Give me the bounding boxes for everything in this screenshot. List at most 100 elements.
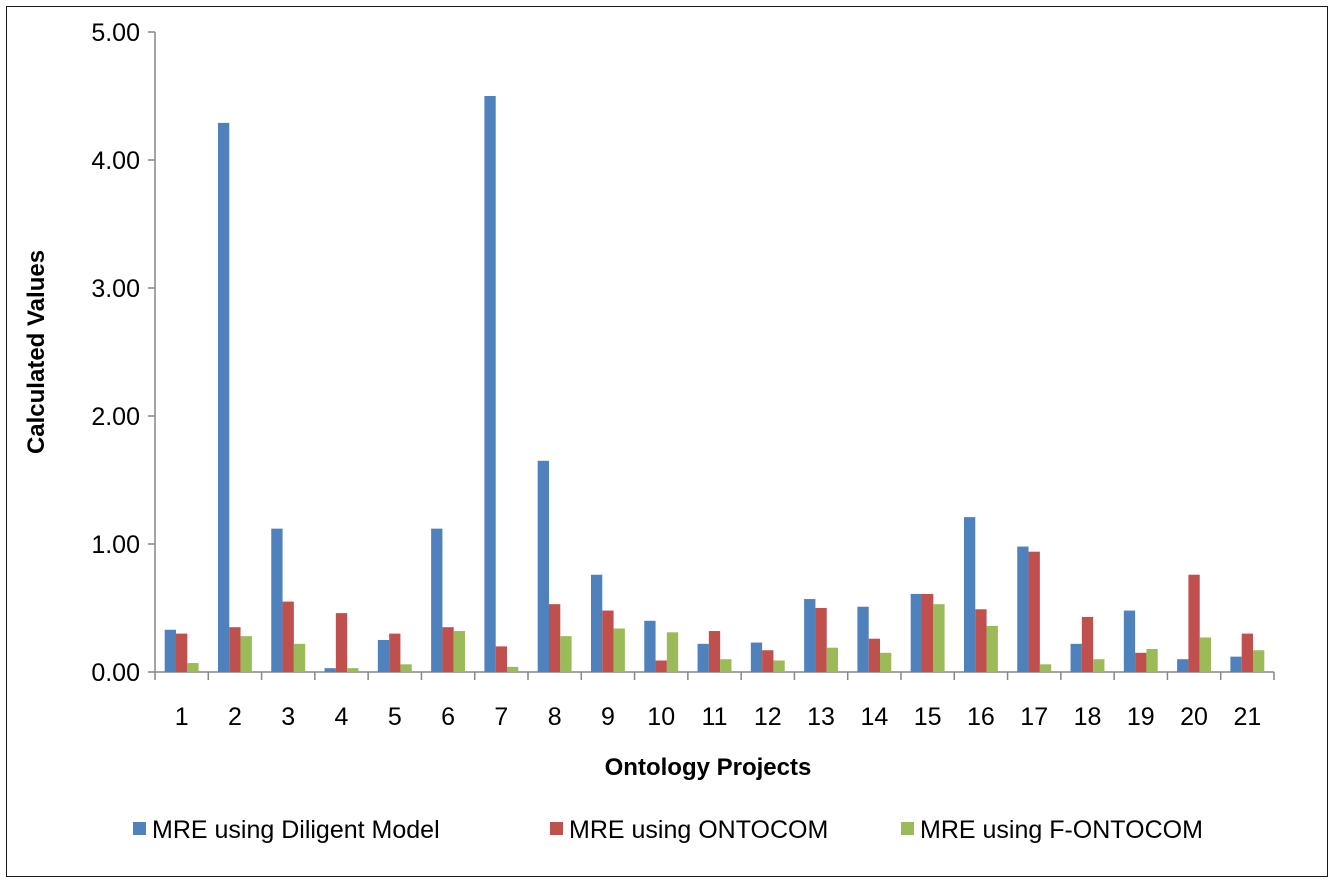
bar-series-2-project-13 <box>815 608 827 672</box>
chart-frame <box>6 6 1328 877</box>
bar-series-2-project-7 <box>495 646 508 672</box>
y-tick-label: 5.00 <box>91 19 140 47</box>
bar-series-2-project-5 <box>389 633 401 672</box>
bar-series-1-project-15 <box>910 593 922 672</box>
x-tick-label: 14 <box>860 703 888 731</box>
bar-series-2-project-3 <box>282 601 294 672</box>
legend-item-1: MRE using Diligent Model <box>133 816 440 844</box>
bar-series-2-project-19 <box>1135 652 1147 672</box>
bar-series-2-project-21 <box>1241 633 1254 672</box>
bar-series-1-project-16 <box>963 517 976 672</box>
bar-series-1-project-21 <box>1230 656 1242 672</box>
y-tick-label: 0.00 <box>91 659 140 687</box>
legend: MRE using Diligent Model MRE using ONTOCO… <box>133 816 1203 844</box>
x-axis: 1 2 3 4 5 6 7 8 9 10 11 12 13 14 15 16 17 18 19 20 21 <box>154 671 1275 731</box>
legend-label: MRE using F-ONTOCOM <box>920 816 1203 844</box>
legend-swatch <box>901 822 914 835</box>
bar-series-2-project-8 <box>548 604 561 672</box>
bar-series-2-project-11 <box>708 631 721 672</box>
x-tick-label: 3 <box>281 703 295 731</box>
x-tick-label: 9 <box>601 703 615 731</box>
bar-series-3-project-20 <box>1199 637 1212 672</box>
y-tick-label: 3.00 <box>91 275 140 303</box>
series-3-bars <box>187 604 1265 672</box>
x-tick-label: 16 <box>967 703 995 731</box>
bar-series-3-project-1 <box>187 663 199 672</box>
bar-series-1-project-8 <box>537 460 549 672</box>
bar-series-2-project-12 <box>762 650 774 672</box>
bar-series-3-project-8 <box>560 636 572 672</box>
bar-series-3-project-5 <box>400 664 412 672</box>
x-tick-label: 19 <box>1127 703 1155 731</box>
bar-series-3-project-11 <box>720 659 732 672</box>
x-tick-label: 6 <box>441 703 455 731</box>
y-axis-title: Calculated Values <box>23 250 50 454</box>
x-tick-label: 21 <box>1233 703 1261 731</box>
bar-series-1-project-17 <box>1017 546 1029 672</box>
bar-series-2-project-2 <box>229 627 241 672</box>
bar-series-3-project-7 <box>507 666 519 672</box>
bar-series-1-project-13 <box>804 599 816 672</box>
bar-series-2-project-1 <box>175 633 188 672</box>
bar-series-1-project-1 <box>164 629 176 672</box>
bar-series-2-project-9 <box>602 610 614 672</box>
bar-series-3-project-4 <box>347 668 359 672</box>
bar-series-2-project-18 <box>1081 616 1094 672</box>
bar-series-1-project-20 <box>1177 659 1189 672</box>
x-tick-label: 17 <box>1020 703 1048 731</box>
x-tick-label: 7 <box>494 703 508 731</box>
y-tick-label: 1.00 <box>91 531 140 559</box>
x-tick-label: 20 <box>1180 703 1208 731</box>
bar-series-1-project-5 <box>377 640 390 672</box>
bar-series-3-project-21 <box>1253 650 1265 672</box>
bar-series-1-project-6 <box>431 528 443 672</box>
legend-label: MRE using ONTOCOM <box>569 816 828 844</box>
bar-series-3-project-10 <box>666 632 679 672</box>
bar-series-2-project-4 <box>335 613 348 672</box>
bar-series-3-project-6 <box>453 631 466 672</box>
bar-series-3-project-9 <box>613 628 625 672</box>
x-tick-label: 10 <box>647 703 675 731</box>
y-axis: 0.00 1.00 2.00 3.00 4.00 5.00 <box>91 19 156 687</box>
bar-series-3-project-14 <box>880 652 892 672</box>
x-tick-label: 8 <box>548 703 562 731</box>
y-tick-label: 4.00 <box>91 147 140 175</box>
bar-series-2-project-15 <box>921 593 934 672</box>
legend-swatch <box>133 822 146 835</box>
bar-series-2-project-6 <box>442 627 454 672</box>
bar-series-2-project-17 <box>1028 551 1040 672</box>
series-1-bars <box>164 96 1242 672</box>
bar-series-3-project-13 <box>826 647 839 672</box>
bar-series-2-project-16 <box>975 609 987 672</box>
series-2-bars <box>175 551 1254 672</box>
bar-series-3-project-17 <box>1039 664 1052 672</box>
bar-series-2-project-10 <box>655 660 667 672</box>
bar-series-3-project-19 <box>1146 648 1158 672</box>
bar-series-1-project-18 <box>1070 643 1082 672</box>
legend-item-3: MRE using F-ONTOCOM <box>901 816 1203 844</box>
x-tick-label: 15 <box>914 703 942 731</box>
bar-series-3-project-12 <box>773 660 785 672</box>
bar-series-1-project-2 <box>217 122 230 672</box>
bar-series-1-project-3 <box>271 528 283 672</box>
x-tick-label: 13 <box>807 703 835 731</box>
x-tick-label: 12 <box>754 703 782 731</box>
bar-series-2-project-20 <box>1188 574 1200 672</box>
legend-item-2: MRE using ONTOCOM <box>550 816 828 844</box>
x-tick-label: 11 <box>702 703 728 731</box>
bar-series-3-project-2 <box>240 636 252 672</box>
x-tick-label: 5 <box>388 703 402 731</box>
bars-group <box>164 96 1265 672</box>
x-tick-label: 4 <box>335 703 349 731</box>
bar-series-3-project-18 <box>1093 659 1105 672</box>
x-axis-title: Ontology Projects <box>605 754 812 781</box>
bar-series-3-project-15 <box>933 604 945 672</box>
bar-series-1-project-14 <box>857 606 869 672</box>
bar-series-3-project-16 <box>986 625 998 672</box>
bar-series-1-project-12 <box>750 642 763 672</box>
x-tick-label: 2 <box>228 703 242 731</box>
bar-series-1-project-10 <box>644 620 656 672</box>
bar-series-3-project-3 <box>293 643 306 672</box>
legend-swatch <box>550 822 563 835</box>
